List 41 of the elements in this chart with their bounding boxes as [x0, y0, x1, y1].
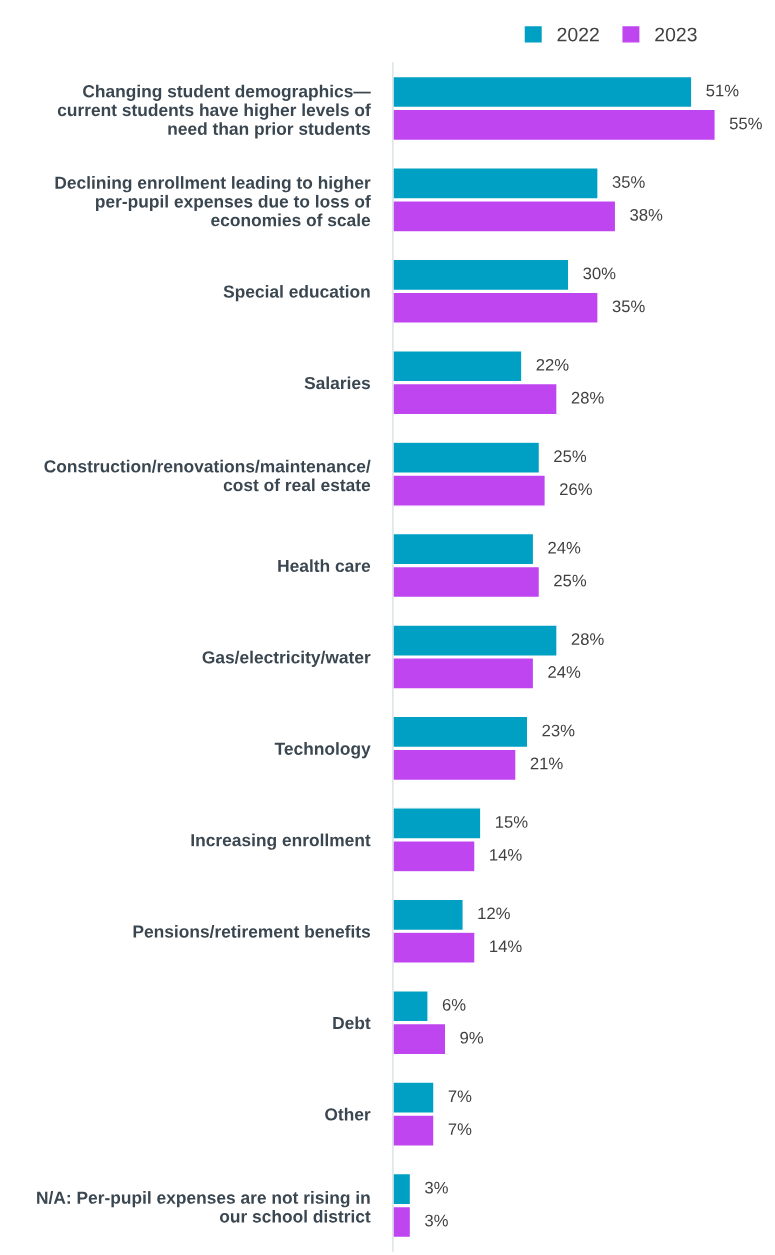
y-tick-label: Technology	[274, 742, 371, 759]
data-label: 14%	[490, 940, 522, 953]
y-tick-label: Declining enrollment leading to higher per-pupil expenses due to loss of economies of scale	[55, 176, 371, 227]
data-label: 30%	[583, 267, 616, 280]
y-tick-label: Special education	[223, 285, 370, 302]
data-label: 7%	[448, 1123, 472, 1135]
data-label: 24%	[548, 666, 581, 678]
y-tick-label: Other	[325, 1107, 371, 1121]
y-tick-label: Changing student demographics— current students have higher levels of need than prior students	[57, 84, 371, 139]
data-label: 15%	[496, 816, 528, 828]
y-tick-label: Health care	[278, 559, 371, 573]
data-label: 38%	[630, 209, 663, 221]
data-label: 25%	[554, 574, 587, 587]
data-label: 23%	[542, 724, 575, 737]
data-label: 7%	[448, 1090, 472, 1103]
y-tick-label: Increasing enrollment	[191, 833, 371, 850]
data-label: 24%	[548, 541, 581, 554]
data-label: 12%	[478, 907, 510, 920]
y-tick-label: Gas/electricity/water	[202, 650, 371, 667]
legend-label: 2023	[655, 27, 697, 42]
data-label: 26%	[560, 483, 592, 496]
data-label: 22%	[536, 358, 569, 371]
data-label: 55%	[729, 117, 762, 130]
data-label: 35%	[612, 300, 645, 313]
data-label: 3%	[425, 1214, 448, 1227]
data-label: 35%	[612, 176, 645, 188]
data-label: 14%	[490, 849, 522, 861]
legend-label: 2022	[557, 27, 599, 42]
y-tick-label: Construction/renovations/maintenance/ cost of real estate	[44, 459, 371, 492]
data-label: 28%	[571, 633, 604, 646]
y-tick-label: Debt	[333, 1016, 371, 1030]
data-label: 51%	[706, 84, 739, 97]
data-label: 3%	[425, 1181, 448, 1194]
y-tick-label: Pensions/retirement benefits	[133, 924, 371, 938]
y-tick-label: N/A: Per-pupil expenses are not rising in our school district	[37, 1191, 371, 1223]
data-label: 9%	[460, 1031, 484, 1044]
data-label: 21%	[530, 757, 563, 770]
data-label: 25%	[554, 450, 587, 463]
y-tick-label: Salaries	[304, 376, 370, 390]
data-label: 6%	[442, 998, 466, 1011]
data-label: 28%	[571, 391, 604, 404]
